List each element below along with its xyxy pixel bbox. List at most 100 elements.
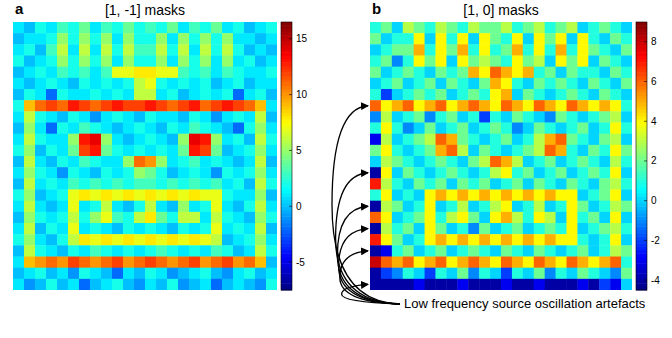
colorbar-step [636,186,647,190]
heatmap-cell [501,134,512,146]
heatmap-cell [189,212,200,224]
heatmap-cell [545,44,556,56]
heatmap-cell [68,178,79,190]
heatmap-cell [479,111,490,123]
heatmap-cell [244,33,255,45]
heatmap-cell [211,268,222,280]
heatmap-cell [167,167,178,179]
heatmap-cell [567,223,578,235]
colorbar-step [281,193,292,197]
heatmap-cell [610,33,621,45]
heatmap-cell [512,201,523,213]
heatmap-cell [101,178,112,190]
heatmap-cell [222,156,233,168]
heatmap-cell [200,123,211,135]
heatmap-cell [501,178,512,190]
heatmap-cell [189,44,200,56]
heatmap-cell [490,67,501,79]
heatmap-cell [178,44,189,56]
heatmap-cell [610,78,621,90]
heatmap-cell [446,111,457,123]
heatmap-cell [610,156,621,168]
colorbar-tick [289,206,292,207]
heatmap-cell [266,156,277,168]
heatmap-cell [610,123,621,135]
heatmap-cell [446,44,457,56]
colorbar-tick [644,81,647,82]
heatmap-cell [233,279,244,290]
heatmap-cell [255,201,266,213]
heatmap-cell [101,100,112,112]
panel-b: b[1, 0] masks-4-202468Low frequency sour… [332,0,660,311]
heatmap-cell [46,201,57,213]
heatmap-cell [479,78,490,90]
colorbar-tick [644,280,647,281]
colorbar-step [281,260,292,264]
heatmap-cell [468,56,479,68]
heatmap-cell [479,156,490,168]
heatmap-cell [512,56,523,68]
heatmap-cell [392,257,403,269]
heatmap-cell [556,178,567,190]
heatmap-cell [457,100,468,112]
heatmap-cell [46,22,57,34]
heatmap-cell [534,123,545,135]
heatmap-cell [490,100,501,112]
heatmap-cell [567,257,578,269]
heatmap-cell [134,279,145,290]
heatmap-cell [370,257,381,269]
colorbar-step [636,250,647,254]
heatmap-cell [112,268,123,280]
heatmap-cell [556,22,567,34]
heatmap-cell [436,22,447,34]
heatmap-cell [599,100,610,112]
heatmap-cell [244,123,255,135]
heatmap-cell [512,67,523,79]
heatmap-cell [621,100,632,112]
colorbar-step [636,179,647,183]
heatmap-cell [156,89,167,101]
heatmap-cell [24,190,35,202]
heatmap-cell [167,33,178,45]
heatmap-cell [523,245,534,257]
heatmap-cell [446,257,457,269]
heatmap-cell [233,111,244,123]
colorbar-step [281,129,292,133]
heatmap-cell [200,78,211,90]
heatmap-cell [468,33,479,45]
heatmap-cell [57,44,68,56]
heatmap-cell [24,268,35,280]
heatmap-cell [468,22,479,34]
heatmap-cell [101,279,112,290]
heatmap-cell [523,212,534,224]
heatmap-cell [233,89,244,101]
annotation-arrow [339,229,400,304]
heatmap-cell [244,268,255,280]
heatmap-cell [57,156,68,168]
heatmap-cell [403,223,414,235]
heatmap-cell [621,89,632,101]
heatmap-cell [101,22,112,34]
heatmap-cell [35,33,46,45]
heatmap-cell [112,111,123,123]
heatmap-cell [523,89,534,101]
heatmap-cell [610,111,621,123]
heatmap-cell [24,78,35,90]
heatmap-cell [167,78,178,90]
heatmap-cell [545,145,556,157]
heatmap-cell [266,89,277,101]
heatmap-cell [577,212,588,224]
colorbar-step [636,220,647,224]
heatmap-cell [370,279,381,290]
heatmap-cell [79,78,90,90]
heatmap-cell [567,134,578,146]
heatmap-cell [534,33,545,45]
heatmap-cell [436,245,447,257]
heatmap-cell [545,22,556,34]
heatmap-cell [403,257,414,269]
colorbar-step [636,66,647,70]
heatmap-cell [381,212,392,224]
heatmap-cell [101,257,112,269]
colorbar-step [636,109,647,113]
heatmap-cell [610,212,621,224]
